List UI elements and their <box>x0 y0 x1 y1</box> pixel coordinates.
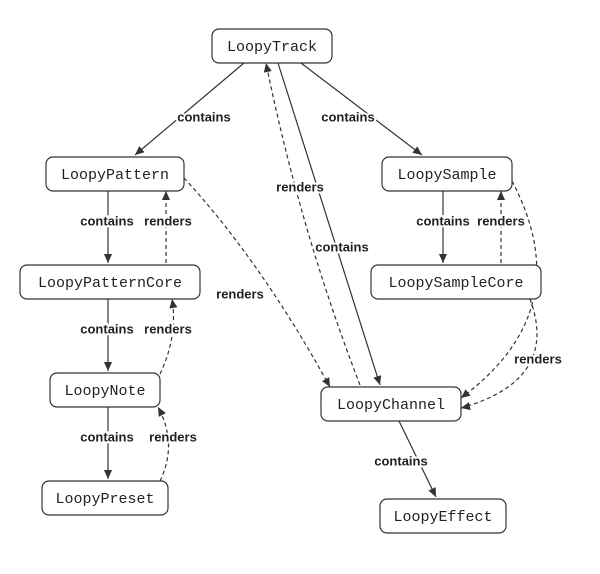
edge-sample-samplecore: containscontains <box>416 191 469 263</box>
edge-channel-effect: containscontains <box>374 421 436 497</box>
arrowhead-icon <box>264 63 272 73</box>
edge-label: renders <box>477 213 525 228</box>
node-effect: LoopyEffect <box>380 499 506 533</box>
arrowhead-icon <box>461 402 471 410</box>
arrowhead-icon <box>373 375 381 385</box>
node-label: LoopyTrack <box>227 39 317 56</box>
edge-label: renders <box>149 429 197 444</box>
edge-label: contains <box>321 109 374 124</box>
node-pattern: LoopyPattern <box>46 157 184 191</box>
edge-label: renders <box>276 179 324 194</box>
node-label: LoopyChannel <box>337 397 445 414</box>
node-label: LoopyPatternCore <box>38 275 182 292</box>
edge-label: renders <box>514 351 562 366</box>
edge-pattern-channel: renders renders <box>184 178 330 387</box>
arrowhead-icon <box>412 146 422 155</box>
node-track: LoopyTrack <box>212 29 332 63</box>
edge-label: contains <box>177 109 230 124</box>
node-sample: LoopySample <box>382 157 512 191</box>
arrowhead-icon <box>461 389 471 398</box>
node-label: LoopyNote <box>64 383 145 400</box>
edge-track-sample: containscontains <box>301 63 422 155</box>
node-label: LoopySample <box>397 167 496 184</box>
node-label: LoopyPreset <box>55 491 154 508</box>
edge-label: renders <box>144 213 192 228</box>
edge-patterncore-note: containscontains <box>80 299 133 371</box>
edge-samplecore-channel: rendersrenders <box>461 299 562 410</box>
edge-label: contains <box>80 321 133 336</box>
edge-note-preset: containscontains <box>80 407 133 479</box>
edge-label: renders <box>144 321 192 336</box>
node-label: LoopySampleCore <box>388 275 523 292</box>
arrowhead-icon <box>158 407 166 417</box>
edge-track-pattern: containscontains <box>135 63 244 155</box>
edge-label: contains <box>315 239 368 254</box>
node-note: LoopyNote <box>50 373 160 407</box>
arrowhead-icon <box>169 299 177 309</box>
node-label: LoopyPattern <box>61 167 169 184</box>
arrowhead-icon <box>104 362 112 371</box>
arrowhead-icon <box>497 191 505 200</box>
node-label: LoopyEffect <box>393 509 492 526</box>
edge-label: contains <box>416 213 469 228</box>
node-patterncore: LoopyPatternCore <box>20 265 200 299</box>
edge-label: contains <box>80 213 133 228</box>
edge-label: contains <box>80 429 133 444</box>
arrowhead-icon <box>322 377 330 387</box>
edge-pattern-patterncore: containscontains <box>80 191 133 263</box>
arrowhead-icon <box>104 470 112 479</box>
edge-note-patterncore: rendersrenders <box>144 299 192 374</box>
class-diagram: containscontainscontainscontainscontains… <box>0 0 600 574</box>
edge-samplecore-sample: rendersrenders <box>477 191 525 263</box>
arrowhead-icon <box>162 191 170 200</box>
edge-label: renders <box>216 286 264 301</box>
node-samplecore: LoopySampleCore <box>371 265 541 299</box>
edge-patterncore-pattern: rendersrenders <box>144 191 192 263</box>
node-channel: LoopyChannel <box>321 387 461 421</box>
arrowhead-icon <box>439 254 447 263</box>
edge-path <box>184 178 330 387</box>
arrowhead-icon <box>104 254 112 263</box>
edge-preset-note: rendersrenders <box>149 407 197 481</box>
edge-path <box>160 299 174 374</box>
node-preset: LoopyPreset <box>42 481 168 515</box>
edge-label: contains <box>374 453 427 468</box>
